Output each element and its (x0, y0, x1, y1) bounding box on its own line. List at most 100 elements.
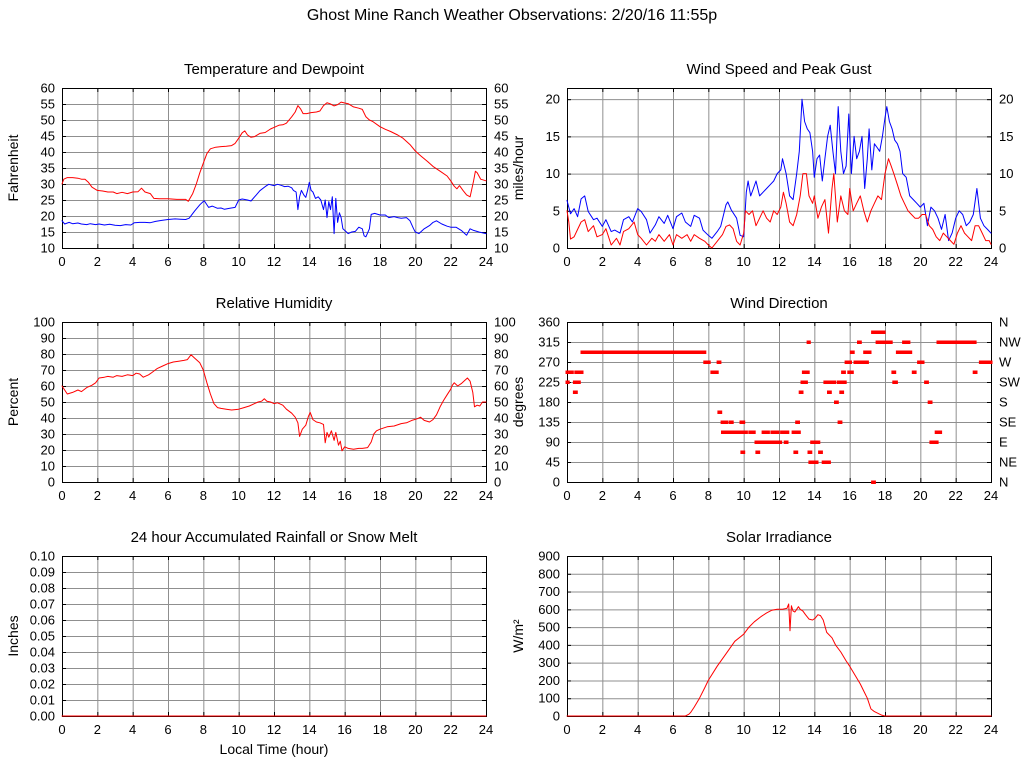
y-tick-label-right: 25 (494, 193, 508, 208)
y-tick-label-right: NW (999, 335, 1021, 350)
y-axis-label: Fahrenheit (5, 134, 21, 201)
y-tick-label: 315 (538, 335, 560, 350)
series-peak-gust (566, 98, 992, 242)
y-tick-label: 0.10 (30, 549, 55, 564)
y-tick-label-right: W (999, 355, 1012, 370)
x-tick-label: 22 (443, 722, 457, 737)
y-tick-label: 0.08 (30, 581, 55, 596)
y-axis-label: miles/hour (510, 135, 526, 200)
x-tick-label: 18 (878, 254, 892, 269)
y-tick-label: 90 (41, 331, 55, 346)
chart-title: Temperature and Dewpoint (184, 61, 365, 78)
gridlines (62, 556, 486, 716)
x-tick-label: 14 (302, 254, 316, 269)
y-tick-label-right: 10 (494, 241, 508, 256)
y-tick-label: 0.02 (30, 677, 55, 692)
y-tick-label: 100 (538, 691, 560, 706)
y-tick-label-right: 15 (494, 225, 508, 240)
y-tick-label-right: S (999, 395, 1008, 410)
x-tick-label: 4 (634, 254, 641, 269)
x-tick-label: 6 (164, 488, 171, 503)
y-tick-label-right: E (999, 435, 1008, 450)
y-tick-label: 20 (41, 209, 55, 224)
y-tick-label-right: 100 (494, 315, 516, 330)
x-tick-label: 2 (599, 254, 606, 269)
x-tick-label: 6 (164, 254, 171, 269)
x-axis-label: Local Time (hour) (220, 741, 329, 757)
y-tick-label: 0 (553, 241, 560, 256)
y-tick-label: 20 (41, 443, 55, 458)
x-tick-label: 8 (200, 722, 207, 737)
y-tick-label-right: 15 (999, 129, 1013, 144)
x-tick-label: 2 (599, 722, 606, 737)
x-tick-label: 16 (337, 488, 351, 503)
series-temperature (61, 101, 487, 202)
y-tick-label: 800 (538, 566, 560, 581)
x-tick-label: 8 (705, 488, 712, 503)
x-tick-label: 14 (807, 488, 821, 503)
y-tick-label: 40 (41, 411, 55, 426)
y-tick-label-right: 20 (999, 92, 1013, 107)
x-tick-label: 8 (200, 488, 207, 503)
y-tick-label-right: 40 (494, 411, 508, 426)
gridlines (567, 322, 991, 482)
y-tick-label: 135 (538, 415, 560, 430)
x-tick-label: 0 (563, 254, 570, 269)
series-relative-humidity (61, 354, 487, 452)
y-tick-label-right: 0 (999, 241, 1006, 256)
x-tick-label: 6 (164, 722, 171, 737)
y-tick-label: 10 (41, 241, 55, 256)
y-tick-label: 10 (546, 166, 560, 181)
y-tick-label-right: 30 (494, 177, 508, 192)
x-tick-label: 14 (302, 488, 316, 503)
y-tick-label: 0.06 (30, 613, 55, 628)
x-tick-label: 2 (599, 488, 606, 503)
y-tick-label: 30 (41, 427, 55, 442)
x-tick-label: 20 (408, 488, 422, 503)
x-tick-label: 20 (913, 488, 927, 503)
y-tick-label: 25 (41, 193, 55, 208)
x-tick-label: 20 (913, 722, 927, 737)
y-tick-label: 200 (538, 673, 560, 688)
x-tick-label: 16 (842, 722, 856, 737)
y-tick-label-right: 20 (494, 209, 508, 224)
x-tick-label: 22 (443, 254, 457, 269)
plot-frame (567, 88, 992, 249)
y-tick-label: 10 (41, 459, 55, 474)
x-tick-label: 0 (563, 488, 570, 503)
x-tick-label: 12 (772, 722, 786, 737)
y-tick-label: 50 (41, 395, 55, 410)
y-tick-label-right: 60 (494, 81, 508, 96)
y-tick-label: 35 (41, 161, 55, 176)
y-tick-label: 0.05 (30, 629, 55, 644)
y-axis-label: Inches (5, 615, 21, 656)
x-tick-label: 10 (231, 254, 245, 269)
x-tick-label: 24 (984, 722, 998, 737)
x-tick-label: 18 (878, 722, 892, 737)
plot-frame (62, 322, 487, 483)
y-tick-label-right: 10 (494, 459, 508, 474)
x-tick-label: 24 (479, 488, 493, 503)
x-tick-label: 0 (58, 722, 65, 737)
x-tick-label: 14 (807, 254, 821, 269)
x-tick-label: 4 (129, 722, 136, 737)
x-tick-label: 20 (408, 722, 422, 737)
y-tick-label-right: NE (999, 455, 1017, 470)
x-tick-label: 10 (231, 488, 245, 503)
x-tick-label: 24 (479, 254, 493, 269)
y-tick-label: 45 (546, 455, 560, 470)
y-tick-label: 60 (41, 379, 55, 394)
y-tick-label-right: 0 (494, 475, 501, 490)
plot-frame (567, 556, 992, 717)
y-tick-label-right: 35 (494, 161, 508, 176)
x-tick-label: 18 (373, 254, 387, 269)
x-tick-label: 4 (129, 488, 136, 503)
chart-title: 24 hour Accumulated Rainfall or Snow Mel… (131, 529, 419, 546)
chart-solar-irradiance: Solar IrradianceW/m²01002003004005006007… (510, 529, 998, 737)
x-tick-label: 16 (842, 254, 856, 269)
y-tick-label: 500 (538, 620, 560, 635)
y-tick-label: 20 (546, 92, 560, 107)
x-tick-label: 10 (736, 722, 750, 737)
y-tick-label: 0.04 (30, 645, 55, 660)
